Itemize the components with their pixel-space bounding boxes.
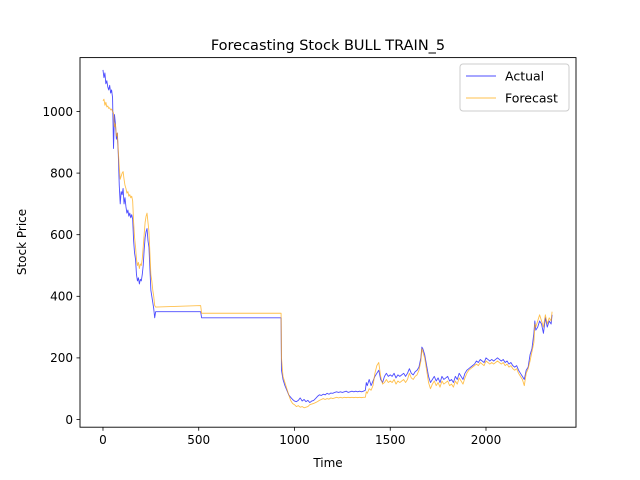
legend: Actual Forecast [459, 63, 570, 112]
x-tick-label: 2000 [471, 433, 502, 447]
y-tick-label: 200 [50, 351, 73, 365]
y-axis-label: Stock Price [15, 209, 29, 275]
y-tick-label: 400 [50, 290, 73, 304]
x-tick-label: 500 [187, 433, 210, 447]
x-axis-label: Time [312, 456, 342, 470]
y-tick-label: 600 [50, 228, 73, 242]
series-line-forecast [102, 98, 553, 409]
chart-title: Forecasting Stock BULL TRAIN_5 [211, 38, 445, 54]
plot-frame [79, 57, 577, 428]
legend-label-forecast: Forecast [505, 91, 558, 106]
x-axis: 0 500 1000 1500 2000 [99, 427, 501, 447]
legend-label-actual: Actual [505, 69, 544, 84]
x-tick-label: 1500 [375, 433, 406, 447]
y-tick-label: 1000 [42, 105, 73, 119]
y-tick-label: 800 [50, 166, 73, 180]
x-tick-label: 0 [99, 433, 107, 447]
series-line-actual [102, 69, 553, 404]
x-tick-label: 1000 [279, 433, 310, 447]
series-layer [102, 69, 553, 409]
y-axis: 0 200 400 600 800 1000 [42, 105, 80, 427]
y-tick-label: 0 [65, 413, 73, 427]
